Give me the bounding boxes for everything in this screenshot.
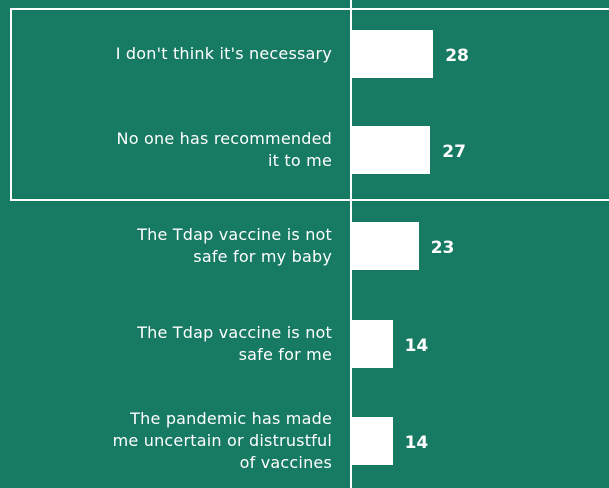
bar <box>352 30 434 78</box>
category-label: The Tdap vaccine is not safe for my baby <box>137 225 332 266</box>
bar <box>352 320 393 368</box>
value-label: 23 <box>430 238 455 258</box>
value-label: 14 <box>404 336 429 356</box>
category-label: The Tdap vaccine is not safe for me <box>137 323 332 364</box>
category-label: I don't think it's necessary <box>115 44 332 63</box>
bar <box>352 126 431 174</box>
value-label: 27 <box>442 142 466 162</box>
bar <box>352 417 393 465</box>
category-label: No one has recommended it to me <box>116 129 332 170</box>
highlight-box <box>10 8 609 201</box>
category-label: The pandemic has made me uncertain or di… <box>112 409 332 472</box>
bar <box>352 222 419 270</box>
axis-line <box>350 0 352 488</box>
value-label: 14 <box>404 433 429 453</box>
value-label: 28 <box>445 46 469 66</box>
